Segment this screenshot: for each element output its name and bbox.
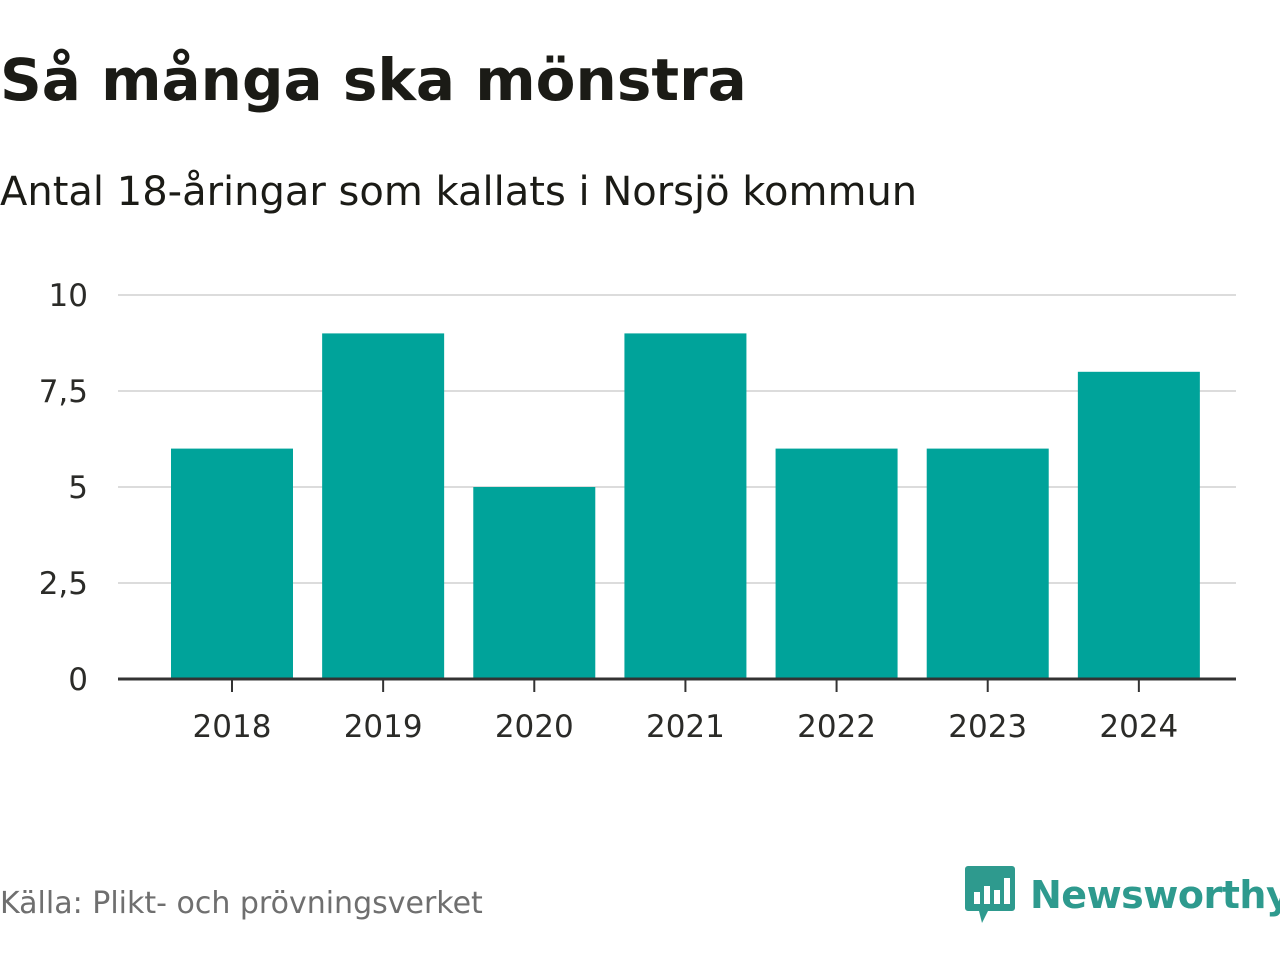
x-tick-label: 2018 [193, 709, 272, 745]
bar-2022 [775, 448, 898, 679]
x-axis-tick-labels: 2018 2019 2020 2021 2022 2023 2024 [193, 709, 1179, 745]
x-tick-label: 2022 [797, 709, 876, 745]
bar-chart: 0 2,5 5 7,5 10 2018 2019 2020 2021 2022 2023 2024 [39, 278, 1236, 745]
y-tick-label: 0 [68, 662, 88, 698]
source-note: Källa: Plikt- och prövningsverket [0, 886, 483, 921]
y-tick-label: 7,5 [39, 374, 88, 410]
x-tick-label: 2021 [646, 709, 725, 745]
y-tick-label: 2,5 [39, 566, 88, 602]
x-tick-label: 2024 [1099, 709, 1178, 745]
y-tick-label: 5 [68, 470, 88, 506]
chart-subtitle: Antal 18-åringar som kallats i Norsjö ko… [0, 169, 918, 215]
newsworthy-logo-icon [965, 866, 1015, 923]
bar-2021 [624, 333, 747, 679]
bar-2018 [171, 448, 293, 679]
bar-2024 [1077, 371, 1200, 679]
brand: Newsworthy [964, 864, 1280, 926]
chart-title: Så många ska mönstra [0, 46, 747, 114]
x-axis [118, 677, 1236, 692]
y-tick-label: 10 [49, 278, 88, 314]
brand-name: Newsworthy [1030, 873, 1280, 917]
y-axis-tick-labels: 0 2,5 5 7,5 10 [39, 278, 88, 698]
x-tick-label: 2019 [344, 709, 423, 745]
x-tick-label: 2023 [948, 709, 1027, 745]
bar-2020 [473, 487, 596, 679]
x-tick-label: 2020 [495, 709, 574, 745]
bar-2019 [322, 333, 445, 679]
bars [171, 333, 1200, 679]
bar-2023 [926, 448, 1049, 679]
